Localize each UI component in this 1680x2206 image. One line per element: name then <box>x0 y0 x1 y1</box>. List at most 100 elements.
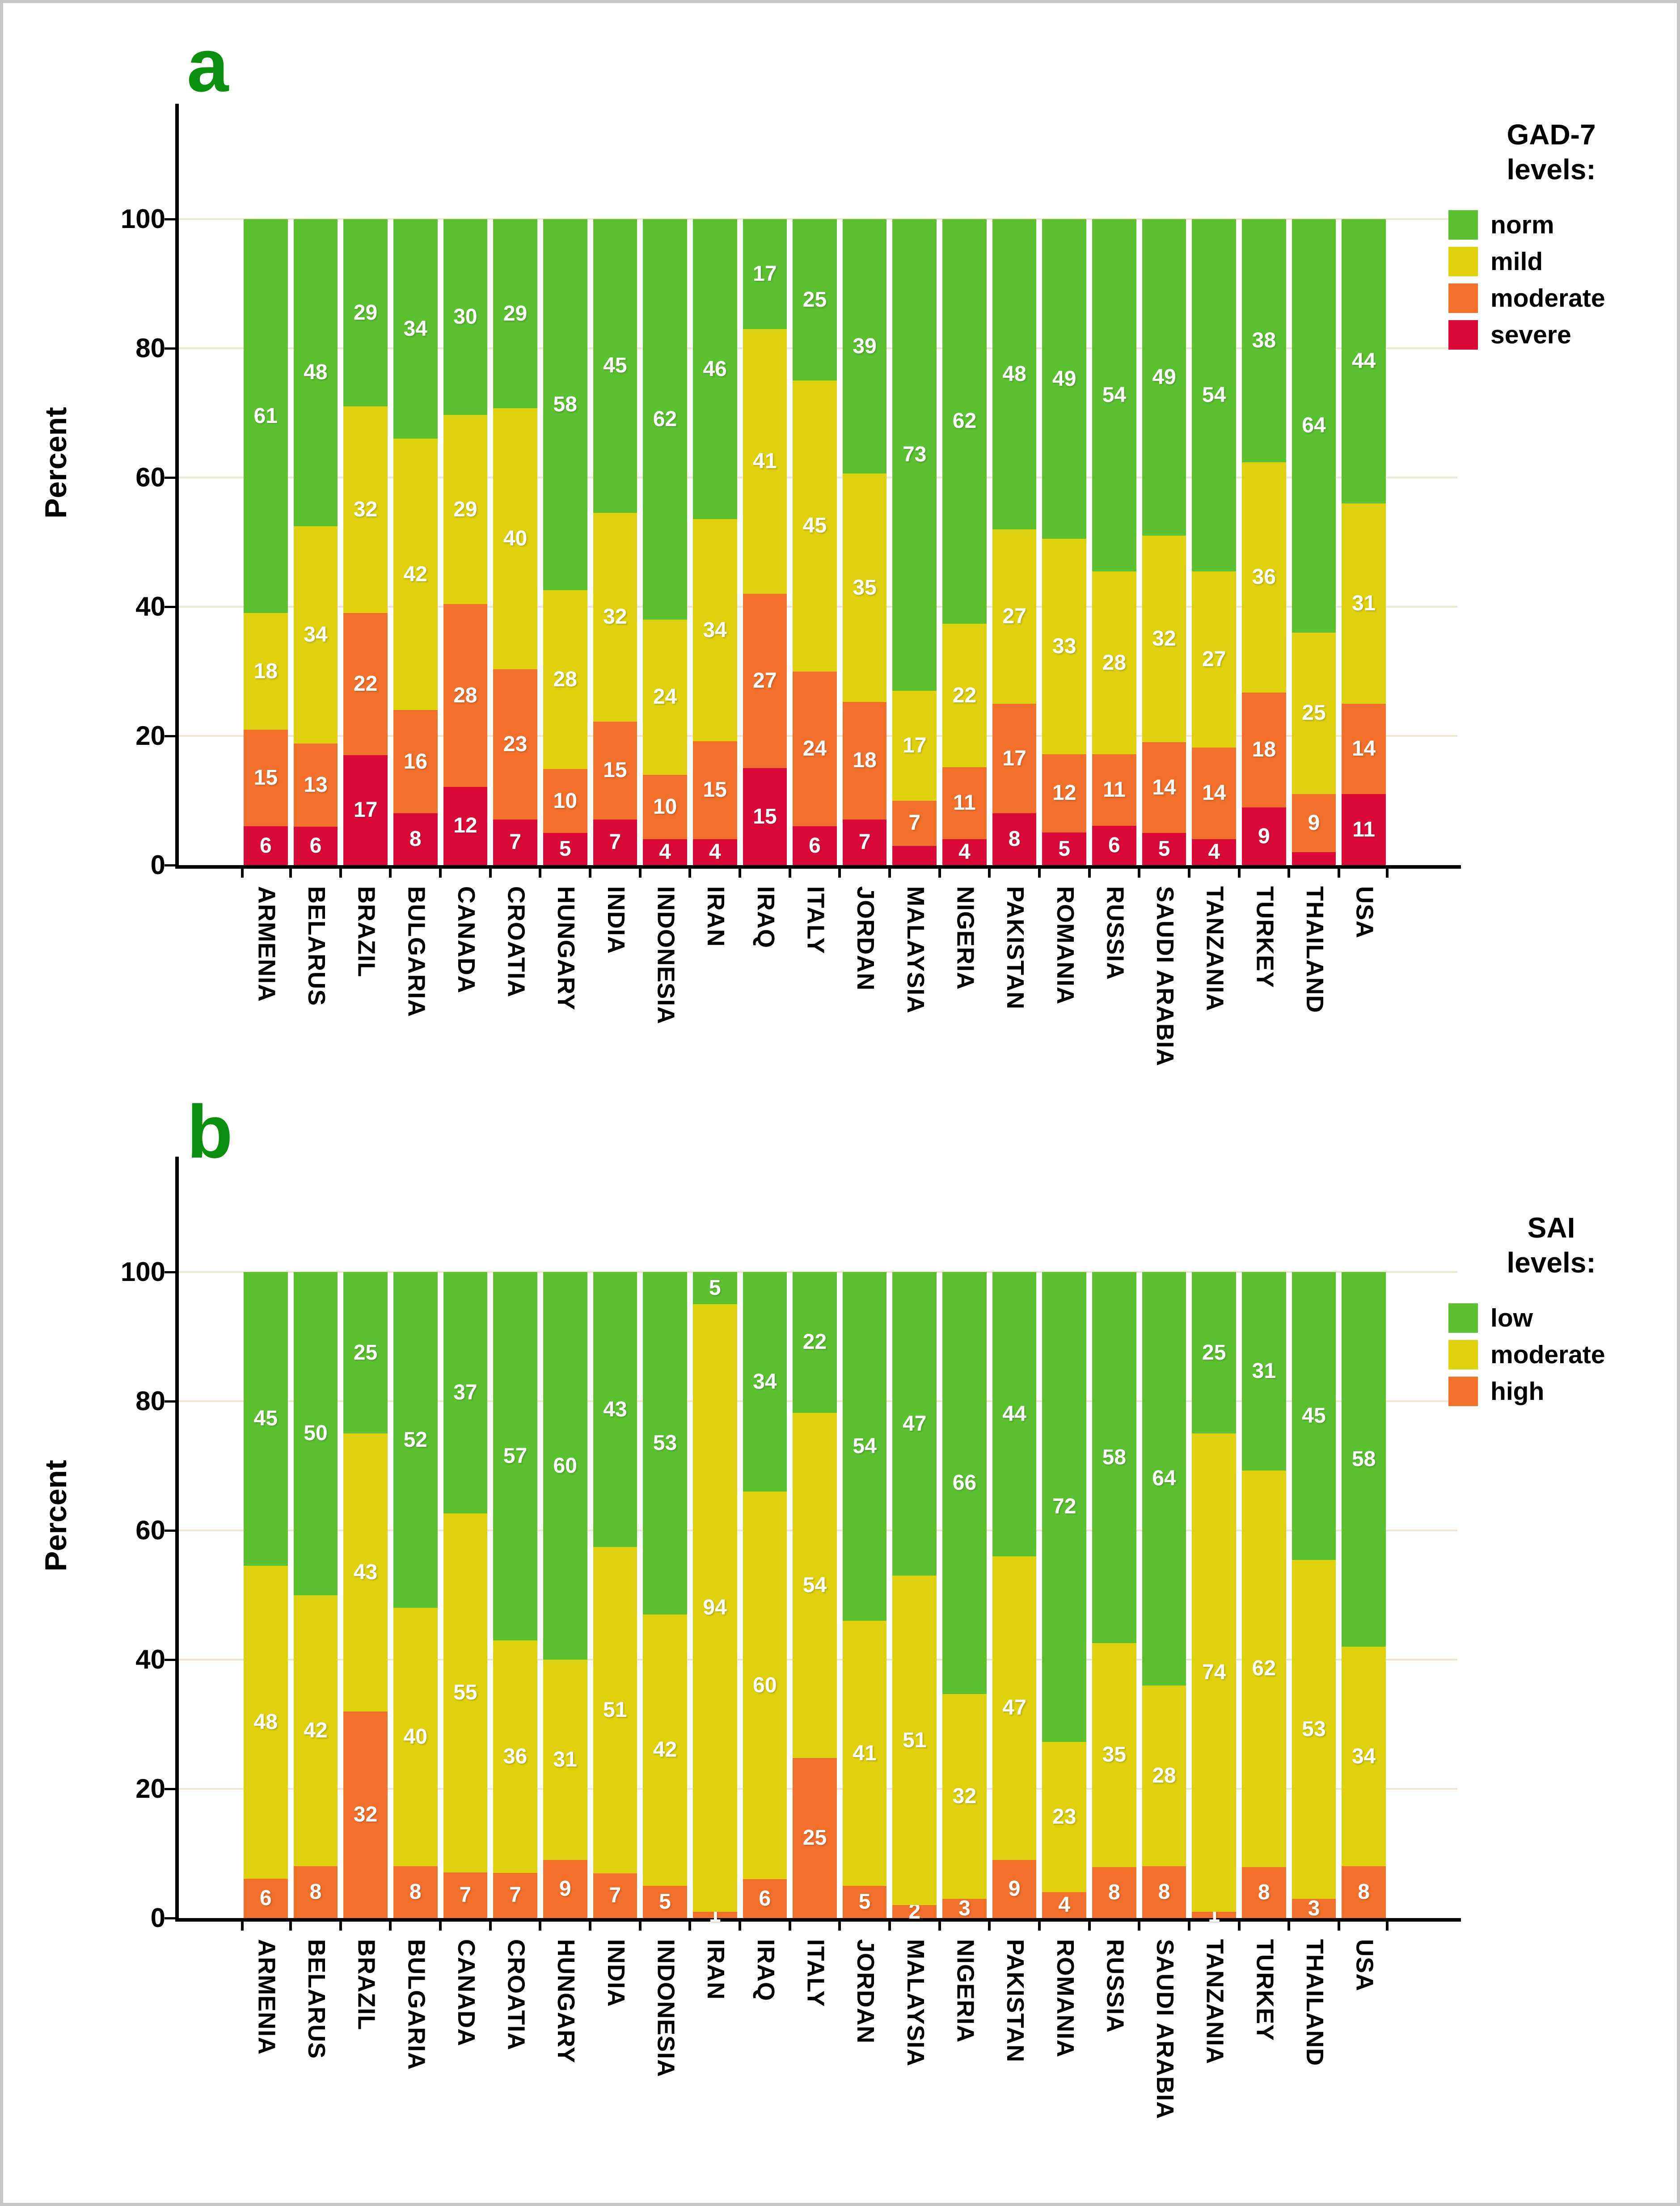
bar-value-label: 64 <box>1152 1466 1176 1491</box>
x-tick-label: ROMANIA <box>1051 886 1079 1005</box>
bar-value-label: 16 <box>403 749 427 773</box>
bar-value-label: 47 <box>1002 1696 1026 1720</box>
bar-value-label: 14 <box>1351 736 1376 761</box>
x-axis-tick <box>938 869 941 878</box>
bar-segment-high: 1 <box>692 1904 737 1925</box>
bar-value-label: 7 <box>509 1883 521 1907</box>
bar-segment-severe: 7 <box>493 819 537 865</box>
bar-value-label: 34 <box>753 1369 777 1394</box>
bar-segment-low: 34 <box>743 1272 787 1492</box>
bar-value-label: 29 <box>353 300 378 325</box>
bar-segment-severe: 4 <box>1192 839 1237 865</box>
x-tick-label: SAUDI ARABIA <box>1152 1939 1179 2119</box>
legend-item-moderate: moderate <box>1448 283 1672 313</box>
x-axis-tick <box>389 1922 392 1931</box>
bar-value-label: 60 <box>553 1454 577 1478</box>
bar-turkey: 9 18 36 38 <box>1242 219 1286 865</box>
bar-value-label: 45 <box>802 514 827 538</box>
bar-value-label: 28 <box>1102 651 1127 675</box>
x-tick-label: NIGERIA <box>952 1939 979 2043</box>
bar-segment-norm: 45 <box>593 219 637 513</box>
bar-value-label: 43 <box>603 1397 627 1421</box>
bar-value-label: 34 <box>304 622 328 647</box>
bar-value-label: 11 <box>953 791 976 815</box>
bar-segment-severe: 5 <box>1042 833 1087 865</box>
moderate-color-swatch <box>1448 1340 1478 1369</box>
bar-segment-low: 47 <box>892 1272 937 1576</box>
bar-canada: 12 28 29 30 <box>443 219 488 865</box>
bar-malaysia: 7 17 73 <box>892 219 937 865</box>
x-axis-tick <box>988 1922 991 1931</box>
x-axis-tick <box>1237 869 1241 878</box>
x-tick-label: ITALY <box>802 1939 829 2007</box>
legend-item-label: high <box>1490 1377 1545 1406</box>
x-tick-label: NIGERIA <box>952 886 979 990</box>
bar-segment-high: 1 <box>1192 1904 1237 1925</box>
bar-segment-high: 8 <box>1092 1867 1136 1918</box>
bar-segment-severe <box>892 845 937 865</box>
bar-value-label: 27 <box>753 669 777 693</box>
bar-segment-moderate: 36 <box>493 1640 537 1873</box>
bar-value-label: 14 <box>1202 781 1226 805</box>
x-tick-label: ITALY <box>802 886 829 955</box>
y-axis-tick <box>165 1658 175 1661</box>
x-axis-tick <box>289 1922 292 1931</box>
bar-value-label: 58 <box>553 392 577 416</box>
legend-item-moderate: moderate <box>1448 1340 1672 1369</box>
panel-letter-b: b <box>187 1090 233 1174</box>
x-tick-label: TANZANIA <box>1201 886 1228 1011</box>
bar-segment-high: 9 <box>992 1859 1037 1918</box>
bar-segment-moderate: 40 <box>393 1608 438 1867</box>
x-tick-label: HUNGARY <box>553 886 580 1011</box>
bar-value-label: 18 <box>1252 738 1276 762</box>
x-tick-label: PAKISTAN <box>1002 886 1029 1010</box>
bar-value-label: 5 <box>559 837 571 861</box>
bar-value-label: 14 <box>1152 775 1176 799</box>
bar-hungary: 9 31 60 <box>543 1272 587 1918</box>
bar-segment-severe: 6 <box>1092 826 1136 865</box>
panel-sai: b Percent 6 48 45 8 42 50 32 43 25 8 40 52 7 55 37 7 36 5… <box>0 1053 1680 2206</box>
bar-segment-moderate: 32 <box>942 1694 987 1899</box>
bar-saudi-arabia: 5 14 32 49 <box>1142 219 1186 865</box>
x-tick-label: CROATIA <box>502 886 530 997</box>
bar-value-label: 34 <box>403 317 427 341</box>
x-axis-tick <box>539 869 542 878</box>
bar-value-label: 29 <box>453 497 477 521</box>
bar-value-label: 17 <box>353 798 378 822</box>
bar-value-label: 54 <box>1102 383 1127 407</box>
bar-segment-low: 72 <box>1042 1272 1087 1742</box>
x-axis-tick <box>638 1922 642 1931</box>
x-tick-label: IRAN <box>702 886 730 947</box>
x-tick-label: IRAQ <box>752 886 779 948</box>
bar-segment-mild: 24 <box>643 619 687 775</box>
bar-value-label: 66 <box>952 1471 977 1495</box>
bar-value-label: 17 <box>903 733 927 757</box>
bar-value-label: 17 <box>753 262 777 286</box>
bar-segment-low: 60 <box>543 1272 587 1660</box>
bar-value-label: 46 <box>703 357 727 381</box>
severe-color-swatch <box>1448 320 1478 350</box>
x-tick-label: MALAYSIA <box>902 1939 929 2067</box>
bar-value-label: 8 <box>1108 1880 1120 1904</box>
panel-gad7: a Percent 6 15 18 61 6 13 34 48 17 22 32 29 8 16 42 34 1… <box>0 0 1680 1066</box>
x-axis-tick <box>1038 869 1041 878</box>
y-axis-line <box>175 104 179 869</box>
bar-value-label: 22 <box>802 1330 827 1354</box>
bar-bulgaria: 8 16 42 34 <box>393 219 438 865</box>
bar-value-label: 6 <box>309 834 322 858</box>
bar-bulgaria: 8 40 52 <box>393 1272 438 1918</box>
y-axis-tick <box>165 735 175 737</box>
bar-segment-moderate: 9 <box>1292 794 1336 853</box>
bar-jordan: 7 18 35 39 <box>842 219 887 865</box>
bar-segment-norm: 54 <box>1092 219 1136 572</box>
bar-segment-severe: 4 <box>643 839 687 865</box>
bar-segment-moderate: 43 <box>343 1433 388 1712</box>
bar-segment-severe: 7 <box>842 819 887 865</box>
bar-value-label: 58 <box>1351 1447 1376 1471</box>
bar-segment-low: 58 <box>1342 1272 1386 1647</box>
x-tick-label: RUSSIA <box>1102 1939 1129 2033</box>
bar-value-label: 32 <box>952 1784 977 1809</box>
legend-item-norm: norm <box>1448 210 1672 240</box>
bar-value-label: 24 <box>653 685 677 709</box>
bar-value-label: 12 <box>453 814 477 838</box>
